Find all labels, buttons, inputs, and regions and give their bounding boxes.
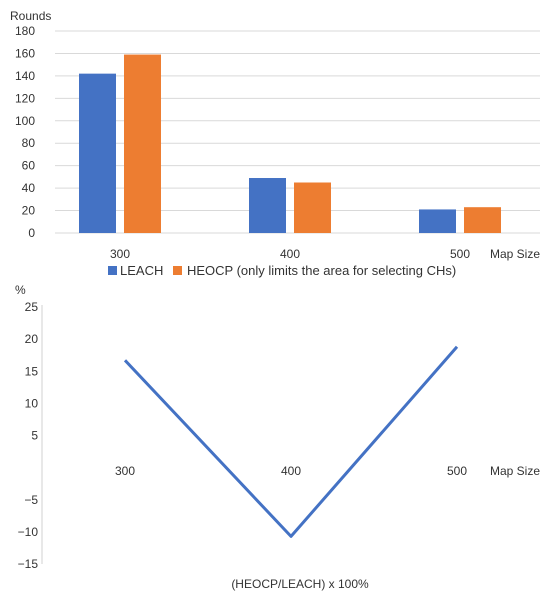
legend-label-heocp: HEOCP (only limits the area for selectin… [187,263,456,278]
bar-leach-300 [79,73,116,234]
line-y-tick-label: −5 [24,493,38,507]
bar-y-tick-label: 160 [15,46,35,60]
line-chart-y-ticks: 25 20 15 10 5 −5 −10 −15 [18,300,39,571]
line-y-tick-label: 20 [25,332,39,346]
bar-chart: Rounds 0 20 40 60 80 100 120 140 160 180 300 400 50… [10,9,540,278]
bar-x-tick-label: 400 [280,247,300,261]
bar-chart-legend: LEACH HEOCP (only limits the area for se… [108,263,456,278]
bar-y-tick-label: 20 [22,204,36,218]
line-y-tick-label: −15 [18,557,39,571]
legend-swatch-leach [108,266,117,275]
bar-x-tick-label: 500 [450,247,470,261]
line-chart-x-axis-label: Map Size [490,464,540,478]
bar-chart-bars [79,54,501,234]
line-chart-series-line [123,345,459,538]
legend-swatch-heocp [173,266,182,275]
bar-y-tick-label: 0 [28,226,35,240]
line-x-tick-label: 500 [447,464,467,478]
line-y-tick-label: −10 [18,525,39,539]
line-chart-x-ticks: 300 400 500 [115,464,467,478]
line-x-tick-label: 400 [281,464,301,478]
line-chart-y-axis-label: % [15,283,26,297]
bar-heocp-500 [464,207,501,233]
bar-y-tick-label: 80 [22,136,36,150]
bar-y-tick-label: 60 [22,159,36,173]
line-chart: % 25 20 15 10 5 −5 −10 −15 300 400 500 Map Size (… [15,283,540,591]
line-chart-caption: (HEOCP/LEACH) x 100% [231,577,369,591]
line-y-tick-label: 5 [31,429,38,443]
bar-chart-x-ticks: 300 400 500 [110,247,470,261]
bar-x-tick-label: 300 [110,247,130,261]
bar-chart-y-ticks: 0 20 40 60 80 100 120 140 160 180 [15,24,35,240]
line-y-tick-label: 10 [25,396,39,410]
bar-leach-400 [249,178,286,233]
bar-chart-x-axis-label: Map Size [490,247,540,261]
bar-heocp-300 [124,54,161,233]
bar-leach-500 [419,209,456,233]
bar-heocp-400 [294,182,331,233]
line-y-tick-label: 25 [25,300,39,314]
bar-y-tick-label: 180 [15,24,35,38]
bar-y-tick-label: 40 [22,181,36,195]
bar-y-tick-label: 100 [15,114,35,128]
legend-label-leach: LEACH [120,263,163,278]
line-y-tick-label: 15 [25,364,39,378]
line-x-tick-label: 300 [115,464,135,478]
bar-y-tick-label: 140 [15,69,35,83]
bar-chart-y-axis-label: Rounds [10,9,51,23]
bar-y-tick-label: 120 [15,91,35,105]
